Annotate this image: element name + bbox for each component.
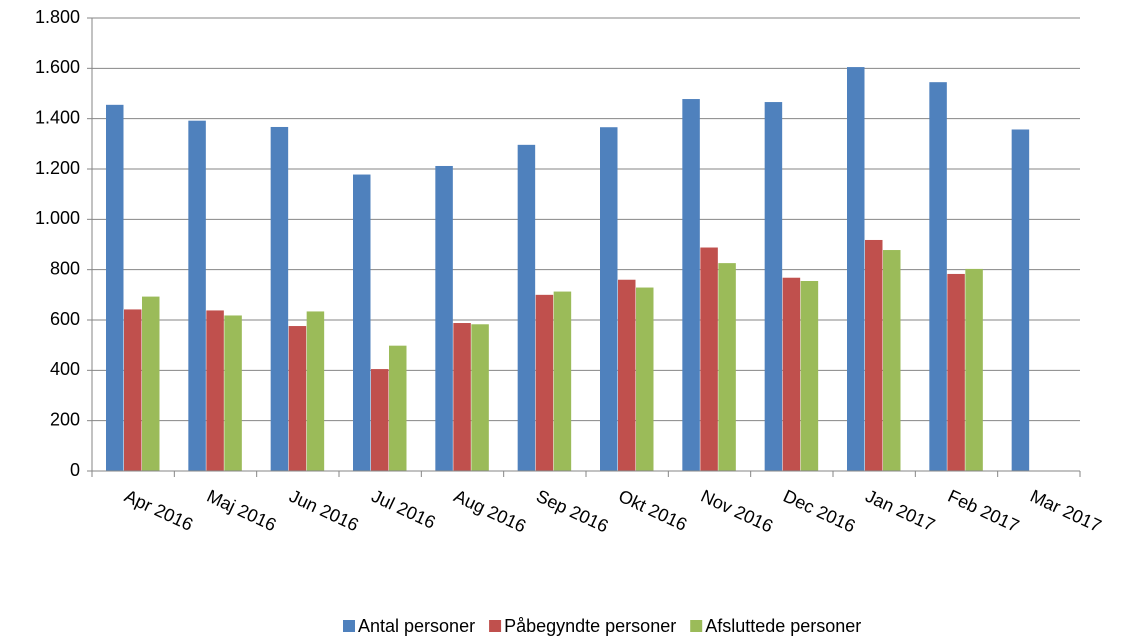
bar xyxy=(682,99,700,471)
bar xyxy=(553,291,572,471)
bar xyxy=(224,315,242,471)
bar xyxy=(929,82,947,472)
x-tick-label: Sep 2016 xyxy=(533,486,611,537)
y-tick-label: 1.400 xyxy=(35,107,80,127)
bar xyxy=(124,309,142,471)
legend-label: Påbegyndte personer xyxy=(504,616,676,636)
legend-swatch xyxy=(690,620,703,632)
legend-label: Afsluttede personer xyxy=(705,616,861,636)
legend-swatch xyxy=(489,620,502,632)
bar xyxy=(800,280,819,471)
bar xyxy=(371,369,389,471)
legend-swatch xyxy=(343,620,355,632)
y-tick-label: 1.600 xyxy=(35,57,80,77)
x-tick-label: Okt 2016 xyxy=(615,486,690,535)
bar xyxy=(600,127,618,472)
bar xyxy=(782,277,801,471)
bar xyxy=(435,165,453,472)
bar xyxy=(700,247,718,471)
bar xyxy=(618,279,636,471)
bar xyxy=(535,294,554,471)
x-tick-label: Jan 2017 xyxy=(862,486,938,535)
bar xyxy=(106,104,124,471)
y-tick-label: 800 xyxy=(50,258,80,278)
x-tick-label: Feb 2017 xyxy=(945,486,1022,536)
y-tick-label: 0 xyxy=(70,460,80,480)
bar xyxy=(188,120,206,472)
y-tick-label: 600 xyxy=(50,309,80,329)
bar xyxy=(389,345,407,471)
bar xyxy=(883,250,901,471)
x-tick-label: Mar 2017 xyxy=(1027,486,1104,536)
bar xyxy=(353,174,371,471)
x-tick-label: Aug 2016 xyxy=(451,486,529,537)
y-tick-label: 200 xyxy=(50,409,80,429)
bar xyxy=(270,126,289,471)
bar xyxy=(718,263,736,471)
bar xyxy=(306,311,325,471)
bar xyxy=(847,67,865,471)
bar xyxy=(471,324,489,471)
x-tick-label: Nov 2016 xyxy=(698,486,776,537)
x-tick-label: Jul 2016 xyxy=(368,486,438,533)
bar xyxy=(865,239,883,471)
legend-label: Antal personer xyxy=(358,616,475,636)
y-tick-label: 400 xyxy=(50,359,80,379)
y-tick-label: 1.000 xyxy=(35,208,80,228)
y-tick-label: 1.200 xyxy=(35,158,80,178)
bar xyxy=(764,102,783,471)
bar xyxy=(288,326,307,471)
bar xyxy=(206,310,224,471)
bar xyxy=(142,296,160,471)
bar xyxy=(636,287,654,471)
bar xyxy=(965,268,983,471)
x-tick-label: Apr 2016 xyxy=(121,486,196,535)
bar xyxy=(453,323,471,471)
y-tick-label: 1.800 xyxy=(35,7,80,27)
x-tick-label: Jun 2016 xyxy=(286,486,362,535)
bar xyxy=(517,144,536,471)
bar xyxy=(947,273,965,471)
x-tick-label: Dec 2016 xyxy=(780,486,858,537)
bar xyxy=(1011,129,1030,471)
x-tick-label: Maj 2016 xyxy=(204,486,280,535)
